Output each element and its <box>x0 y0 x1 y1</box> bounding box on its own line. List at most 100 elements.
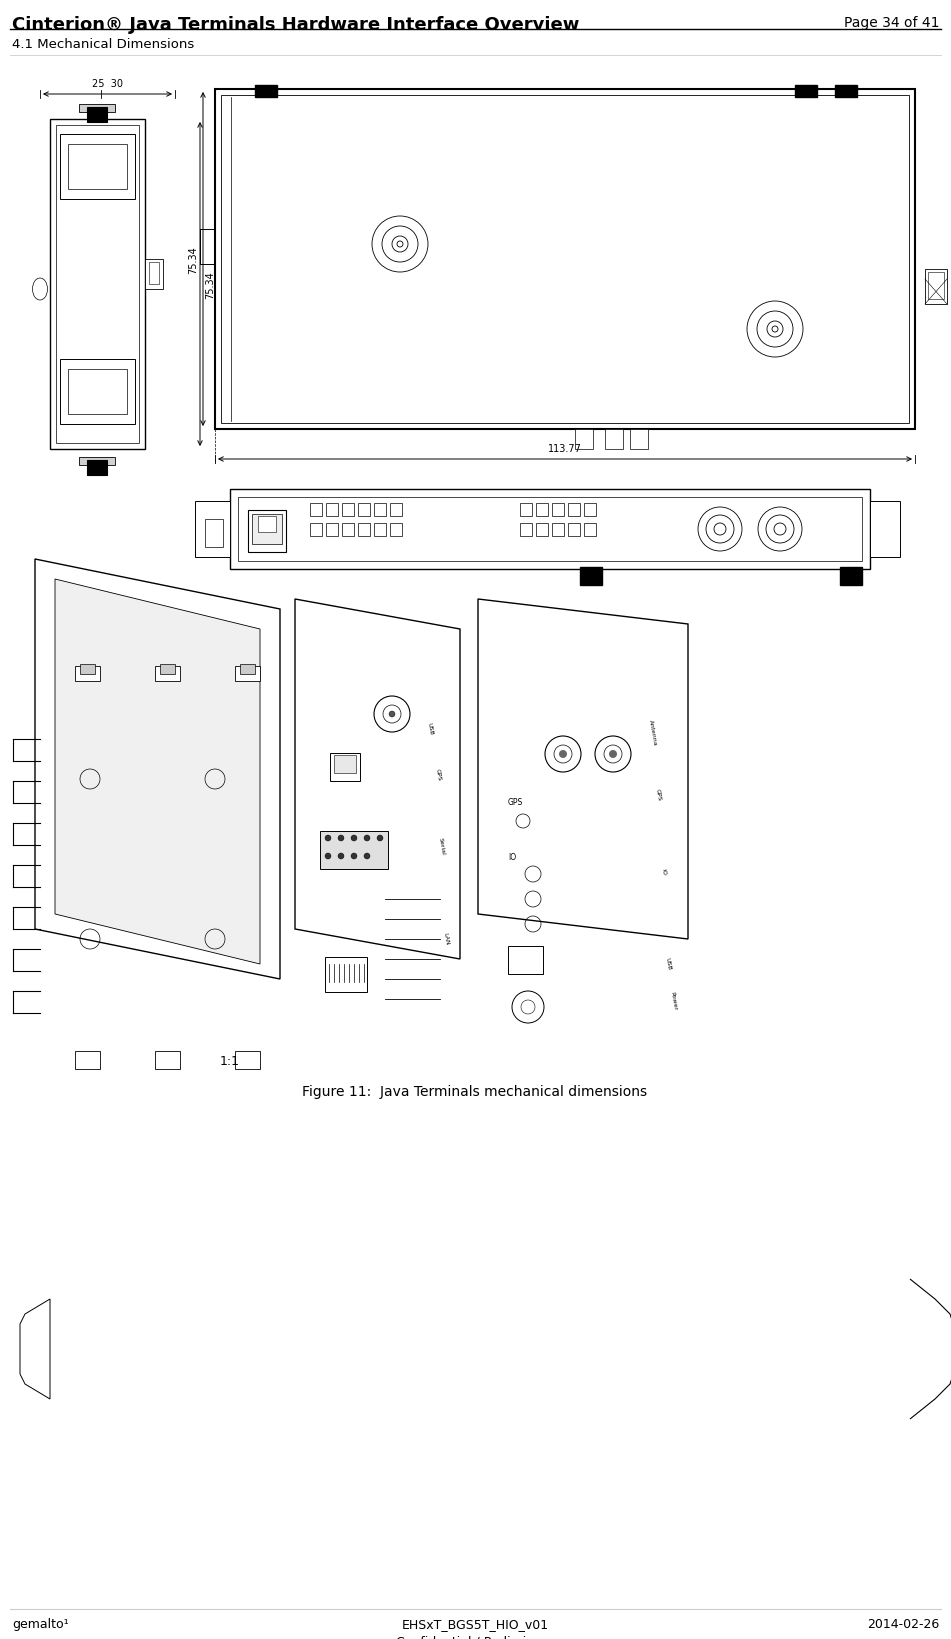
Bar <box>630 429 648 449</box>
Bar <box>60 361 135 425</box>
Circle shape <box>338 854 344 859</box>
Bar <box>326 524 338 536</box>
Bar <box>79 105 115 113</box>
Text: GPS: GPS <box>654 787 662 800</box>
Polygon shape <box>55 580 260 964</box>
Bar <box>795 85 817 98</box>
Bar <box>508 946 543 975</box>
Text: 75.34: 75.34 <box>188 246 198 274</box>
Bar <box>925 270 947 305</box>
Text: Figure 11:  Java Terminals mechanical dimensions: Figure 11: Java Terminals mechanical dim… <box>302 1085 648 1098</box>
Bar <box>221 97 909 425</box>
Bar <box>252 515 282 544</box>
Polygon shape <box>20 1300 50 1400</box>
Bar <box>520 503 532 516</box>
Bar <box>584 524 596 536</box>
Text: EHSxT_BGS5T_HIO_v01: EHSxT_BGS5T_HIO_v01 <box>401 1618 549 1631</box>
Bar <box>240 664 255 675</box>
Bar <box>68 370 127 415</box>
Circle shape <box>377 836 383 841</box>
Text: IO: IO <box>660 867 666 875</box>
Text: 25  30: 25 30 <box>92 79 123 89</box>
Circle shape <box>325 836 331 841</box>
Bar <box>580 567 602 585</box>
Text: Page 34 of 41: Page 34 of 41 <box>844 16 939 30</box>
Bar <box>552 503 564 516</box>
Circle shape <box>325 854 331 859</box>
Circle shape <box>389 711 395 718</box>
Bar <box>334 756 356 774</box>
Text: 2014-02-26: 2014-02-26 <box>866 1618 939 1631</box>
Bar <box>605 429 623 449</box>
Bar <box>325 957 367 992</box>
Bar <box>155 667 180 682</box>
Text: Power: Power <box>669 992 677 1010</box>
Bar <box>870 502 900 557</box>
Text: 75.34: 75.34 <box>205 270 215 298</box>
Text: Confidential / Preliminary: Confidential / Preliminary <box>396 1636 554 1639</box>
Text: GPS: GPS <box>435 767 441 780</box>
Text: Cinterion® Java Terminals Hardware Interface Overview: Cinterion® Java Terminals Hardware Inter… <box>12 16 579 34</box>
Text: USB: USB <box>665 957 671 970</box>
Bar <box>75 667 100 682</box>
Bar <box>342 524 354 536</box>
Bar <box>358 524 370 536</box>
Bar <box>320 831 388 869</box>
Polygon shape <box>295 600 460 959</box>
Bar <box>330 754 360 782</box>
Bar <box>195 502 230 557</box>
Bar <box>75 1051 100 1069</box>
Bar <box>326 503 338 516</box>
Bar <box>87 108 107 123</box>
Bar <box>835 85 857 98</box>
Text: gemalto¹: gemalto¹ <box>12 1618 68 1631</box>
Bar <box>149 262 159 285</box>
Bar <box>248 511 286 552</box>
Polygon shape <box>478 600 688 939</box>
Bar <box>80 664 95 675</box>
Bar <box>374 524 386 536</box>
Bar <box>56 126 139 444</box>
Text: Antenna: Antenna <box>649 718 658 746</box>
Bar <box>575 429 593 449</box>
Bar <box>79 457 115 465</box>
Text: 1:1: 1:1 <box>220 1054 240 1067</box>
Bar <box>50 120 145 449</box>
Bar <box>235 667 260 682</box>
Circle shape <box>609 751 617 759</box>
Bar <box>60 134 135 200</box>
Text: GPS: GPS <box>508 798 523 806</box>
Ellipse shape <box>32 279 48 302</box>
Bar <box>310 503 322 516</box>
Bar <box>235 1051 260 1069</box>
Circle shape <box>351 836 357 841</box>
Bar <box>342 503 354 516</box>
Bar <box>238 498 862 562</box>
Bar <box>390 524 402 536</box>
Circle shape <box>351 854 357 859</box>
Bar <box>520 524 532 536</box>
Text: Serial: Serial <box>438 838 446 856</box>
Bar <box>68 144 127 190</box>
Bar <box>205 520 223 547</box>
Text: LAN: LAN <box>442 933 450 946</box>
Bar <box>215 90 915 429</box>
Bar <box>255 85 277 98</box>
Text: USB: USB <box>426 723 434 736</box>
Bar <box>358 503 370 516</box>
Circle shape <box>364 854 370 859</box>
Circle shape <box>364 836 370 841</box>
Bar <box>584 503 596 516</box>
Bar <box>374 503 386 516</box>
Polygon shape <box>35 559 280 980</box>
Bar <box>840 567 862 585</box>
Bar <box>258 516 276 533</box>
Text: 4.1 Mechanical Dimensions: 4.1 Mechanical Dimensions <box>12 38 194 51</box>
Bar <box>230 490 870 570</box>
Bar <box>390 503 402 516</box>
Bar <box>536 503 548 516</box>
Bar <box>536 524 548 536</box>
Bar <box>155 1051 180 1069</box>
Bar <box>568 524 580 536</box>
Bar <box>568 503 580 516</box>
